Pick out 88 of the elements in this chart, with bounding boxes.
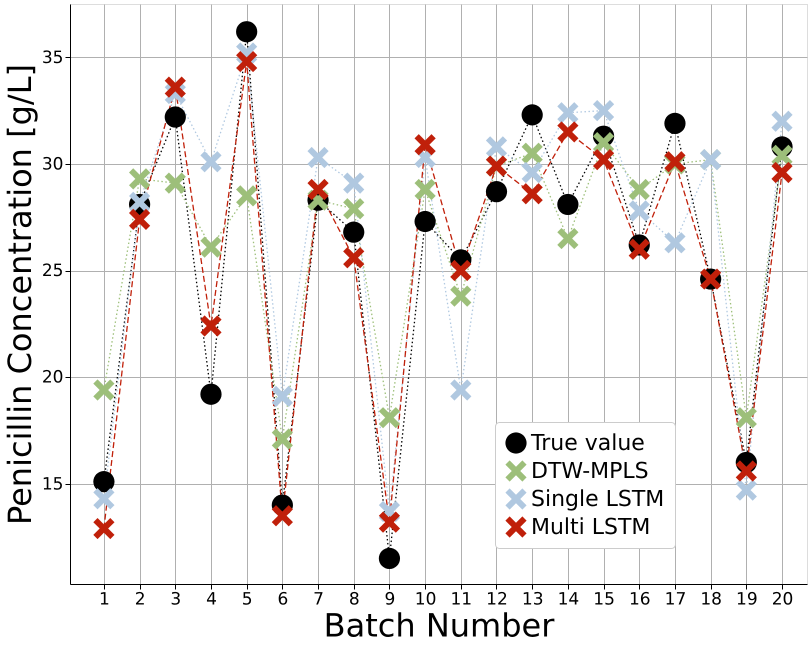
point <box>236 185 258 207</box>
point <box>93 488 115 510</box>
legend-label: DTW-MPLS <box>531 459 649 484</box>
point <box>378 548 400 569</box>
point <box>128 168 150 190</box>
point <box>522 142 543 164</box>
y-tick-label: 30 <box>42 154 64 174</box>
x-tick-label: 8 <box>348 590 360 610</box>
y-tick-label: 25 <box>42 261 64 282</box>
point <box>414 134 436 156</box>
point <box>628 238 650 260</box>
x-tick-label: 19 <box>736 590 758 610</box>
point <box>378 407 400 428</box>
point <box>522 183 543 204</box>
y-tick-label: 20 <box>42 368 64 388</box>
x-tick-label: 16 <box>628 590 651 610</box>
point <box>736 480 757 501</box>
point <box>771 162 793 184</box>
point <box>343 198 364 220</box>
x-tick-label: 5 <box>242 590 253 610</box>
point <box>664 112 686 134</box>
x-tick-label: 2 <box>134 590 146 610</box>
point <box>236 21 258 42</box>
x-tick-label: 18 <box>700 590 722 610</box>
point <box>128 208 150 230</box>
point <box>450 379 472 401</box>
point <box>736 407 757 428</box>
x-tick-label: 11 <box>450 590 472 610</box>
point <box>200 315 222 337</box>
x-tick-label: 14 <box>558 590 580 610</box>
point <box>200 384 222 405</box>
point <box>557 228 578 250</box>
point <box>628 200 650 222</box>
point <box>414 210 436 232</box>
point <box>592 100 614 122</box>
point <box>307 146 329 168</box>
x-tick-label: 17 <box>664 590 686 610</box>
point <box>522 162 543 184</box>
point <box>486 136 508 158</box>
x-tick-label: 4 <box>206 590 217 610</box>
y-tick-label: 35 <box>42 48 64 68</box>
point <box>164 172 186 194</box>
point <box>592 149 614 170</box>
point <box>771 110 793 132</box>
y-axis-title: Penicillin Concentration [g/L] <box>0 64 39 526</box>
x-tick-label: 7 <box>313 590 324 610</box>
point <box>343 222 364 243</box>
x-tick-label: 10 <box>414 590 436 610</box>
point <box>557 121 578 143</box>
point <box>557 194 578 216</box>
point <box>272 428 293 450</box>
point <box>93 379 115 401</box>
point <box>736 460 757 482</box>
x-tick-label: 6 <box>277 590 288 610</box>
point <box>378 512 400 533</box>
point <box>93 471 115 492</box>
point <box>450 260 472 282</box>
point <box>272 505 293 526</box>
point <box>164 76 186 98</box>
x-tick-label: 12 <box>486 590 508 610</box>
point <box>93 518 115 540</box>
point <box>628 178 650 200</box>
x-tick-label: 1 <box>98 590 110 610</box>
legend-label: True value <box>530 431 645 456</box>
point <box>343 172 364 194</box>
point <box>414 178 436 200</box>
point <box>272 386 293 407</box>
x-tick-label: 13 <box>522 590 544 610</box>
point <box>592 132 614 154</box>
point <box>522 104 543 126</box>
point <box>164 106 186 128</box>
point <box>486 181 508 202</box>
point <box>200 236 222 258</box>
x-tick-label: 20 <box>772 590 794 610</box>
point <box>236 50 258 72</box>
point <box>200 151 222 172</box>
point <box>450 286 472 307</box>
y-tick-label: 15 <box>42 474 64 494</box>
legend-label: Single LSTM <box>531 487 664 512</box>
x-tick-label: 3 <box>170 590 182 610</box>
legend-label: Multi LSTM <box>531 515 650 540</box>
x-tick-label: 9 <box>384 590 396 610</box>
point <box>343 247 364 268</box>
point <box>664 232 686 254</box>
x-axis-title: Batch Number <box>324 606 556 644</box>
x-tick-label: 15 <box>593 590 615 610</box>
point <box>307 178 329 200</box>
point <box>557 102 578 124</box>
